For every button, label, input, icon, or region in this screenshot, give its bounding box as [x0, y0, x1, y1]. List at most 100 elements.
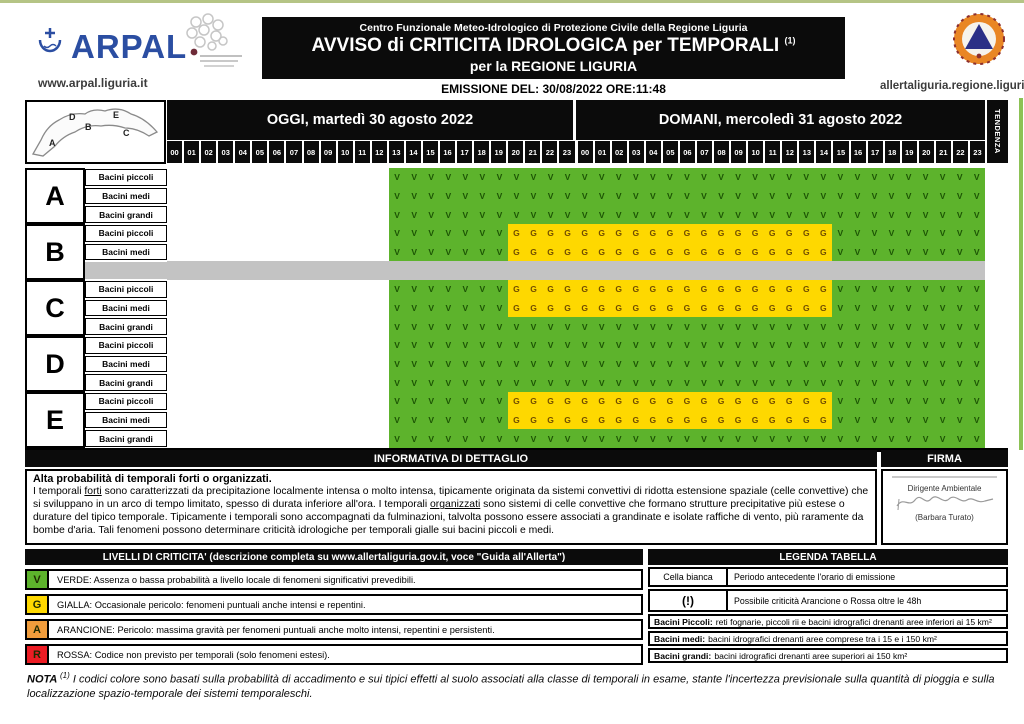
- green-criticality-cell: V: [627, 429, 645, 449]
- blank-cell: [269, 280, 287, 299]
- blank-cell: [303, 224, 321, 243]
- green-criticality-cell: V: [388, 186, 406, 206]
- green-criticality-cell: V: [422, 205, 440, 225]
- blank-cell: [337, 280, 355, 299]
- hour-label: 17: [457, 141, 473, 163]
- green-criticality-cell: V: [610, 373, 628, 393]
- hour-label: 08: [303, 141, 319, 163]
- green-criticality-cell: V: [422, 224, 440, 243]
- blank-cell: [218, 168, 236, 187]
- blank-cell: [201, 242, 219, 262]
- basin-term: Bacini Piccoli:: [654, 616, 713, 627]
- yellow-criticality-cell: G: [542, 280, 560, 299]
- green-criticality-cell: V: [678, 336, 696, 355]
- green-criticality-cell: V: [831, 224, 849, 243]
- green-criticality-cell: V: [405, 317, 423, 337]
- blank-cell: [218, 242, 236, 262]
- green-criticality-cell: V: [388, 410, 406, 430]
- green-criticality-cell: V: [422, 298, 440, 318]
- green-criticality-cell: V: [456, 242, 474, 262]
- hour-label: 20: [918, 141, 934, 163]
- green-criticality-cell: V: [661, 186, 679, 206]
- blank-cell: [269, 224, 287, 243]
- informativa-text: sono sistemi di celle convettive che for…: [33, 499, 864, 537]
- green-criticality-cell: V: [900, 373, 918, 393]
- green-criticality-cell: V: [593, 429, 611, 449]
- zone-block-e: E Bacini piccoli V V V V V V V G G G G G G G G G G G G G G G G G G…: [25, 392, 1008, 449]
- blank-cell: [371, 336, 389, 355]
- yellow-criticality-cell: G: [559, 280, 577, 299]
- green-criticality-cell: V: [422, 317, 440, 337]
- yellow-criticality-cell: G: [524, 392, 543, 411]
- yellow-criticality-cell: G: [695, 280, 713, 299]
- green-criticality-cell: V: [456, 298, 474, 318]
- green-criticality-cell: V: [456, 224, 474, 243]
- yellow-criticality-cell: G: [627, 224, 645, 243]
- basin-label: Bacini grandi: [85, 430, 167, 448]
- basin-row: [85, 261, 1008, 281]
- green-criticality-cell: V: [388, 280, 406, 299]
- green-criticality-cell: V: [695, 205, 713, 225]
- green-criticality-cell: V: [882, 224, 901, 243]
- green-criticality-cell: V: [900, 429, 918, 449]
- blank-cell: [201, 392, 219, 411]
- blank-cell: [184, 336, 202, 355]
- green-criticality-cell: V: [439, 354, 457, 374]
- green-criticality-cell: V: [542, 373, 560, 393]
- yellow-criticality-cell: G: [746, 298, 764, 318]
- green-criticality-cell: V: [473, 224, 491, 243]
- green-criticality-cell: V: [490, 354, 508, 374]
- green-criticality-cell: V: [746, 317, 764, 337]
- blank-cell: [371, 392, 389, 411]
- hour-label: 13: [799, 141, 815, 163]
- map-zone-letter-c: C: [123, 128, 130, 138]
- green-criticality-cell: V: [559, 168, 577, 187]
- day-header-today: OGGI, martedì 30 agosto 2022: [167, 100, 573, 140]
- green-criticality-cell: V: [422, 280, 440, 299]
- yellow-criticality-cell: G: [507, 224, 525, 243]
- hour-label: 16: [440, 141, 456, 163]
- green-criticality-cell: V: [559, 205, 577, 225]
- legend-basin-row: Bacini Piccoli: reti fognarie, piccoli ri…: [648, 614, 1008, 629]
- blank-cell: [218, 392, 236, 411]
- blank-cell: [184, 168, 202, 187]
- green-criticality-cell: V: [763, 429, 781, 449]
- green-criticality-cell: V: [831, 298, 849, 318]
- blank-cell: [235, 429, 253, 449]
- blank-cell: [303, 410, 321, 430]
- yellow-criticality-cell: G: [763, 392, 781, 411]
- green-criticality-cell: V: [644, 336, 662, 355]
- green-criticality-cell: V: [576, 186, 594, 206]
- green-criticality-cell: V: [610, 186, 628, 206]
- green-criticality-cell: V: [848, 186, 866, 206]
- green-criticality-cell: V: [951, 354, 969, 374]
- green-criticality-cell: V: [814, 354, 832, 374]
- blank-cell: [167, 336, 185, 355]
- blank-cell: [218, 186, 236, 206]
- yellow-criticality-cell: G: [712, 410, 730, 430]
- blank-cell: [235, 354, 253, 374]
- green-criticality-cell: V: [456, 410, 474, 430]
- green-criticality-cell: V: [934, 392, 952, 411]
- hour-label: 15: [833, 141, 849, 163]
- zone-letter: B: [25, 224, 85, 280]
- blank-cell: [320, 354, 338, 374]
- yellow-criticality-cell: G: [780, 280, 798, 299]
- hour-label: 09: [731, 141, 747, 163]
- green-criticality-cell: V: [882, 410, 901, 430]
- green-criticality-cell: V: [473, 280, 491, 299]
- basin-label: Bacini grandi: [85, 318, 167, 336]
- green-criticality-cell: V: [439, 392, 457, 411]
- hour-label: 05: [662, 141, 678, 163]
- hour-label: 14: [816, 141, 832, 163]
- legend-symbol-description: Periodo antecedente l'orario di emission…: [734, 572, 896, 582]
- basin-label: Bacini piccoli: [85, 169, 167, 186]
- hour-label: 16: [850, 141, 866, 163]
- basin-label: Bacini piccoli: [85, 281, 167, 298]
- blank-cell: [371, 168, 389, 187]
- green-criticality-cell: V: [780, 168, 798, 187]
- green-criticality-cell: V: [763, 186, 781, 206]
- hour-label: 04: [235, 141, 251, 163]
